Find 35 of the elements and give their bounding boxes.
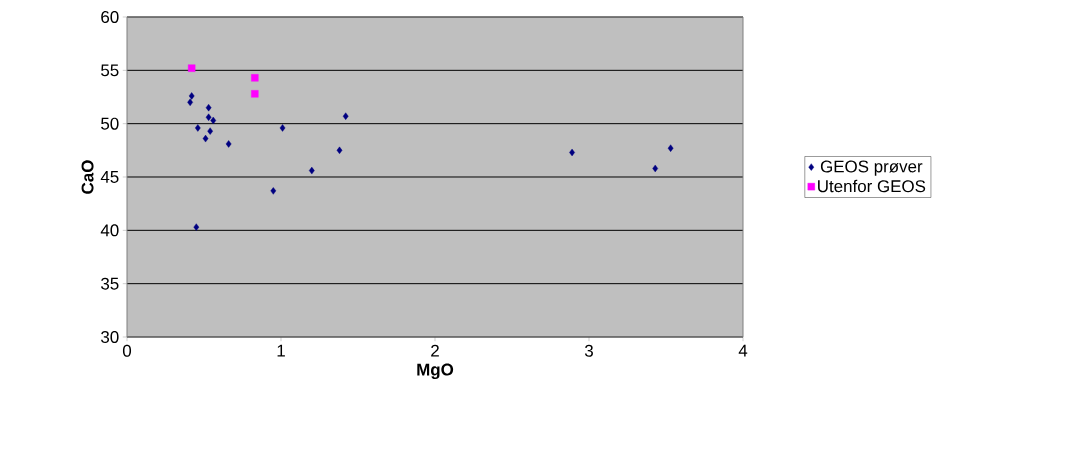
y-tick-label: 30 — [101, 331, 119, 343]
point — [205, 103, 212, 112]
legend-label: GEOS prøver — [820, 160, 923, 176]
point — [195, 124, 201, 132]
y-tick-label: 60 — [101, 11, 119, 23]
point — [251, 74, 259, 82]
y-tick-label: 45 — [100, 171, 119, 183]
point — [308, 166, 315, 175]
point — [667, 144, 674, 152]
legend-label: Utenfor GEOS — [818, 179, 926, 193]
y-tick-label: 40 — [100, 224, 119, 237]
point — [193, 223, 200, 231]
point — [652, 164, 659, 173]
point — [210, 116, 217, 125]
x-tick-label: 0 — [122, 344, 132, 357]
y-tick-label: 50 — [101, 117, 119, 130]
x-tick-label: 1 — [277, 344, 285, 357]
point — [270, 187, 277, 195]
point — [251, 90, 259, 98]
point — [342, 112, 349, 120]
x-axis-title: MgO — [417, 363, 454, 380]
y-axis-title: CaO — [81, 160, 94, 194]
point — [207, 127, 213, 135]
x-tick-label: 2 — [431, 344, 439, 357]
x-tick-label: 4 — [738, 344, 748, 357]
y-tick-label: 35 — [101, 277, 119, 290]
point — [205, 113, 212, 121]
point — [225, 140, 232, 148]
x-tick-label: 3 — [584, 344, 593, 357]
point — [188, 92, 195, 100]
point — [279, 124, 286, 132]
point — [202, 134, 209, 143]
point — [336, 146, 343, 155]
point — [188, 64, 196, 72]
y-tick-label: 55 — [101, 64, 119, 77]
